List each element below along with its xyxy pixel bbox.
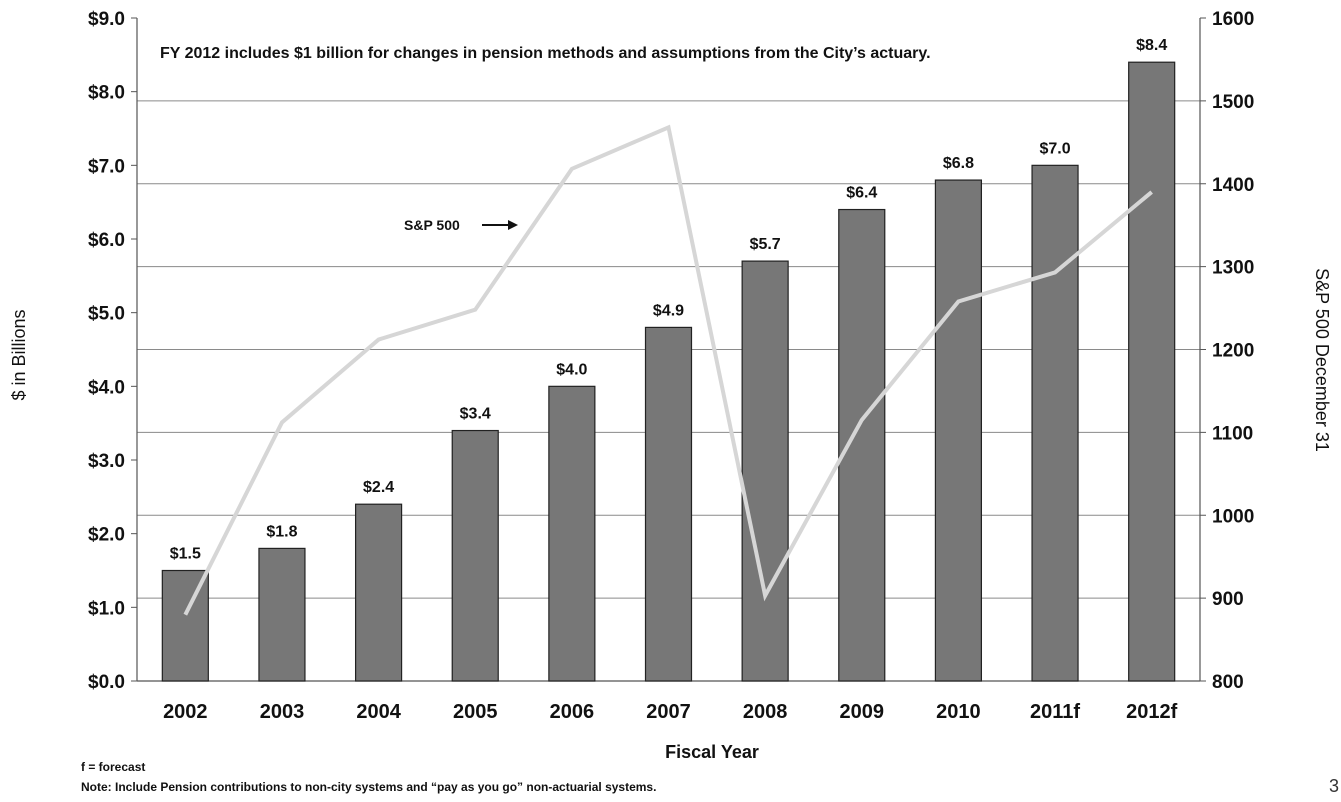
y-tick-label: $0.0 bbox=[88, 672, 125, 693]
bar bbox=[741, 260, 789, 682]
x-tick-label: 2012f bbox=[1126, 701, 1177, 723]
sp500-label: S&P 500 bbox=[404, 217, 460, 233]
data-label: $6.8 bbox=[943, 155, 974, 172]
annotation-note: FY 2012 includes $1 billion for changes … bbox=[160, 45, 931, 62]
y-tick-label: $1.0 bbox=[88, 598, 125, 619]
y-axis-title: $ in Billions bbox=[9, 309, 29, 400]
x-tick-label: 2003 bbox=[260, 701, 305, 723]
bar bbox=[451, 429, 499, 682]
y2-tick-label: 1000 bbox=[1212, 506, 1254, 527]
x-tick-label: 2004 bbox=[356, 701, 401, 723]
y-tick-label: $7.0 bbox=[88, 156, 125, 177]
x-tick-label: 2007 bbox=[646, 701, 691, 723]
bar bbox=[354, 503, 403, 682]
x-axis-title: Fiscal Year bbox=[665, 742, 759, 762]
y2-tick-label: 1500 bbox=[1212, 92, 1254, 113]
x-tick-label: 2005 bbox=[453, 701, 498, 723]
bar bbox=[548, 385, 596, 682]
y2-tick-label: 1100 bbox=[1212, 423, 1253, 444]
y2-tick-label: 1300 bbox=[1212, 258, 1254, 279]
y-tick-label: $2.0 bbox=[88, 525, 125, 546]
data-label: $1.8 bbox=[266, 523, 297, 540]
y2-tick-label: 1400 bbox=[1212, 175, 1254, 196]
y2-tick-label: 900 bbox=[1212, 589, 1244, 610]
footnote-note: Note: Include Pension contributions to n… bbox=[81, 780, 657, 794]
bar bbox=[1031, 164, 1079, 682]
x-tick-label: 2008 bbox=[743, 701, 788, 723]
sp500-arrowhead bbox=[508, 220, 518, 230]
bar bbox=[258, 547, 306, 682]
bar bbox=[934, 179, 983, 682]
x-tick-label: 2011f bbox=[1030, 701, 1080, 723]
data-label: $8.4 bbox=[1136, 37, 1167, 54]
data-label: $6.4 bbox=[846, 185, 877, 202]
x-tick-label: 2010 bbox=[936, 701, 981, 723]
bar bbox=[644, 326, 693, 682]
bar bbox=[161, 569, 209, 682]
bar bbox=[1128, 61, 1176, 682]
data-label: $4.9 bbox=[653, 302, 684, 319]
data-label: $2.4 bbox=[363, 479, 394, 496]
x-tick-label: 2002 bbox=[163, 701, 208, 723]
y-tick-label: $4.0 bbox=[88, 377, 125, 398]
data-label: $5.7 bbox=[750, 236, 781, 253]
y-tick-label: $3.0 bbox=[88, 451, 125, 472]
data-label: $1.5 bbox=[170, 546, 201, 563]
data-label: $7.0 bbox=[1039, 140, 1070, 157]
y-tick-label: $9.0 bbox=[88, 9, 125, 30]
y-tick-label: $5.0 bbox=[88, 304, 125, 325]
page-number: 3 bbox=[1328, 776, 1339, 796]
y-tick-label: $6.0 bbox=[88, 230, 125, 251]
footnote-forecast: f = forecast bbox=[81, 760, 146, 774]
x-tick-label: 2006 bbox=[550, 701, 595, 723]
y-tick-label: $8.0 bbox=[88, 83, 125, 104]
data-label: $3.4 bbox=[460, 406, 491, 423]
x-tick-label: 2009 bbox=[840, 701, 885, 723]
y2-tick-label: 800 bbox=[1212, 672, 1244, 693]
y2-tick-label: 1200 bbox=[1212, 341, 1254, 362]
y2-tick-label: 1600 bbox=[1212, 9, 1254, 30]
data-label: $4.0 bbox=[556, 361, 587, 378]
y2-axis-title: S&P 500 December 31 bbox=[1312, 268, 1332, 452]
